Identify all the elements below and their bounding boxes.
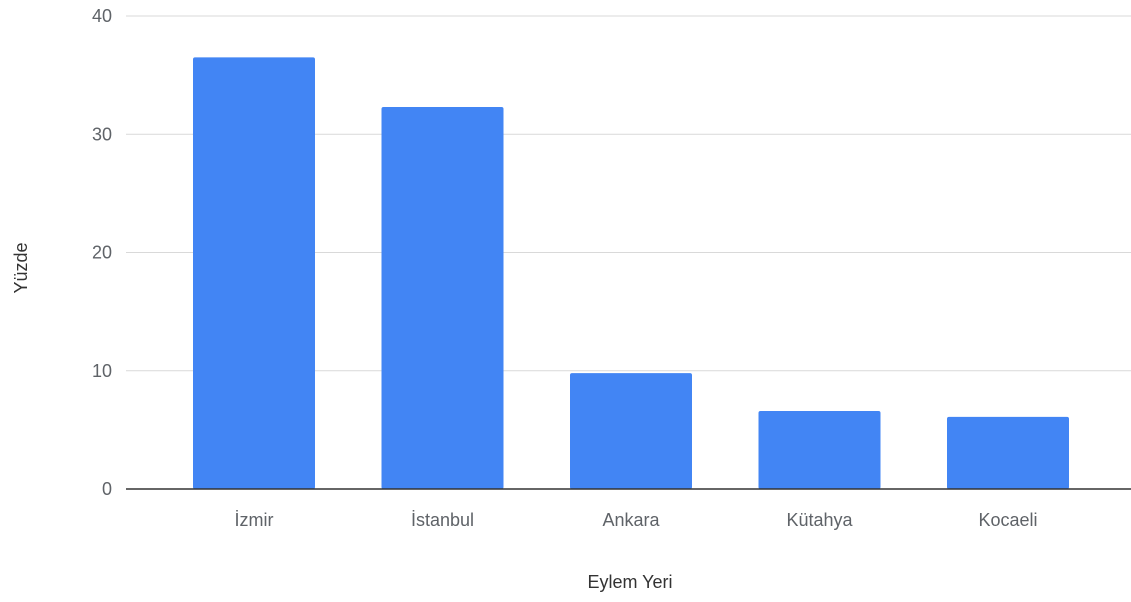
y-tick-label: 40 <box>92 6 112 26</box>
bars <box>193 57 1069 490</box>
bar-4 <box>947 416 1069 489</box>
x-axis-title: Eylem Yeri <box>587 572 672 592</box>
bar-0 <box>193 57 315 489</box>
y-tick-label: 0 <box>102 479 112 499</box>
y-tick-label: 10 <box>92 361 112 381</box>
y-axis-title: Yüzde <box>11 242 31 293</box>
x-tick-label: İstanbul <box>411 510 474 530</box>
x-tick-label: İzmir <box>235 510 274 530</box>
x-tick-label: Kütahya <box>786 510 853 530</box>
bar-3 <box>758 410 881 489</box>
x-tick-label: Kocaeli <box>978 510 1037 530</box>
bar-2 <box>570 373 692 489</box>
x-tick-label: Ankara <box>602 510 660 530</box>
y-tick-label: 30 <box>92 124 112 144</box>
bar-1 <box>381 107 504 490</box>
axes: 0 10 20 30 40 İzmir İstanbul Ankara Kütahya Kocae… <box>92 6 1131 530</box>
y-tick-label: 20 <box>92 243 112 263</box>
